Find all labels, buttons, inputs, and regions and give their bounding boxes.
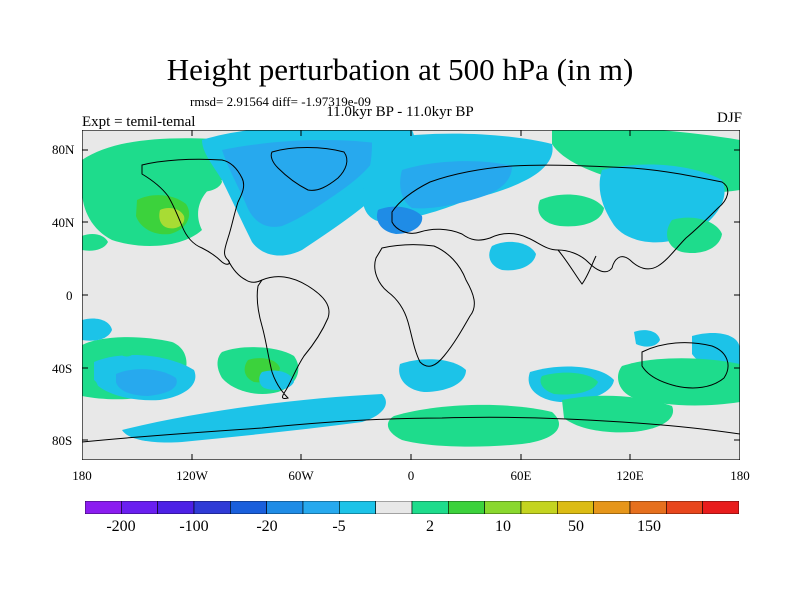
colorbar-swatch [666,501,703,514]
lon-label-180e: 180 [730,468,750,483]
colorbar-swatch [157,501,195,514]
lat-label-80s: 80S [52,433,73,448]
field-contour-green [387,404,560,447]
field-contour-yellow-green [159,208,185,229]
colorbar-label: -20 [256,518,278,535]
coast-antarctica [82,416,740,443]
field-contour-green [178,168,222,192]
colorbar [85,501,739,514]
coast-greenland [270,147,348,191]
colorbar-swatch [266,501,304,514]
colorbar-swatch [193,501,231,514]
height-field [82,130,740,447]
coast-eurasia [391,164,729,273]
colorbar-swatch [593,501,631,514]
field-contour-mid-blue [400,161,512,209]
lon-label-120e: 120E [616,468,644,483]
field-contour-light-blue [259,370,294,390]
field-contour-blue [376,206,423,234]
season-label: DJF [716,110,742,126]
field-contour-green [118,344,134,357]
colorbar-label: -100 [179,518,209,535]
colorbar-swatch [375,501,413,514]
field-contour-green [82,378,98,394]
coast-india [557,249,597,285]
colorbar-swatch [702,501,739,514]
field-contour-light-blue [82,318,112,341]
field-contour-green [82,138,243,246]
colorbar-label: 10 [495,518,511,535]
coast-south-america [256,276,330,399]
colorbar-swatch [302,501,340,514]
field-contour-light-blue [634,330,660,347]
colorbar-swatch [629,501,667,514]
field-contour-mid-blue [222,140,382,227]
colorbar-swatch [557,501,594,514]
experiment-label: Expt = temil-temal [82,114,196,130]
lon-label-120w: 120W [176,468,208,483]
coastlines [82,147,740,443]
lat-label-40n: 40N [52,215,75,230]
colorbar-swatch [520,501,558,514]
map-plot [82,130,740,460]
colorbar-label: 150 [637,518,661,535]
field-contour-light-blue [489,241,536,271]
map-ticks [82,130,740,460]
stats-label: rmsd= 2.91564 diff= -1.97319e-09 [190,94,371,109]
colorbar-label: -5 [332,518,346,535]
lat-label-0: 0 [66,288,73,303]
colorbar-swatch [121,501,158,514]
field-contour-green [540,372,598,395]
coast-australia [641,342,729,389]
coast-africa [374,244,475,367]
lon-label-60e: 60E [510,468,532,483]
colorbar-swatch [448,501,485,514]
colorbar-swatch [411,501,449,514]
lon-label-60w: 60W [288,468,314,483]
colorbar-label: 50 [568,518,584,535]
lat-label-40s: 40S [52,361,73,376]
colorbar-swatch [230,501,267,514]
field-contour-light-blue [399,359,466,392]
colorbar-swatch [484,501,522,514]
lon-label-180w: 180 [72,468,92,483]
field-contour-mid-blue [116,369,177,396]
colorbar-label: -200 [106,518,136,535]
figure-subtitle: 11.0kyr BP - 11.0kyr BP [326,104,474,120]
colorbar-swatch [339,501,376,514]
colorbar-swatch [85,501,122,514]
colorbar-label: 2 [426,518,434,535]
field-contour-green [538,194,604,227]
lat-label-80n: 80N [52,142,75,157]
figure-title: Height perturbation at 500 hPa (in m) [166,52,634,87]
field-contour-light-blue [122,394,386,443]
field-contour-green [82,234,108,251]
lon-label-0: 0 [407,468,415,483]
field-contour-green [618,358,740,406]
coast-central-america [227,259,263,283]
